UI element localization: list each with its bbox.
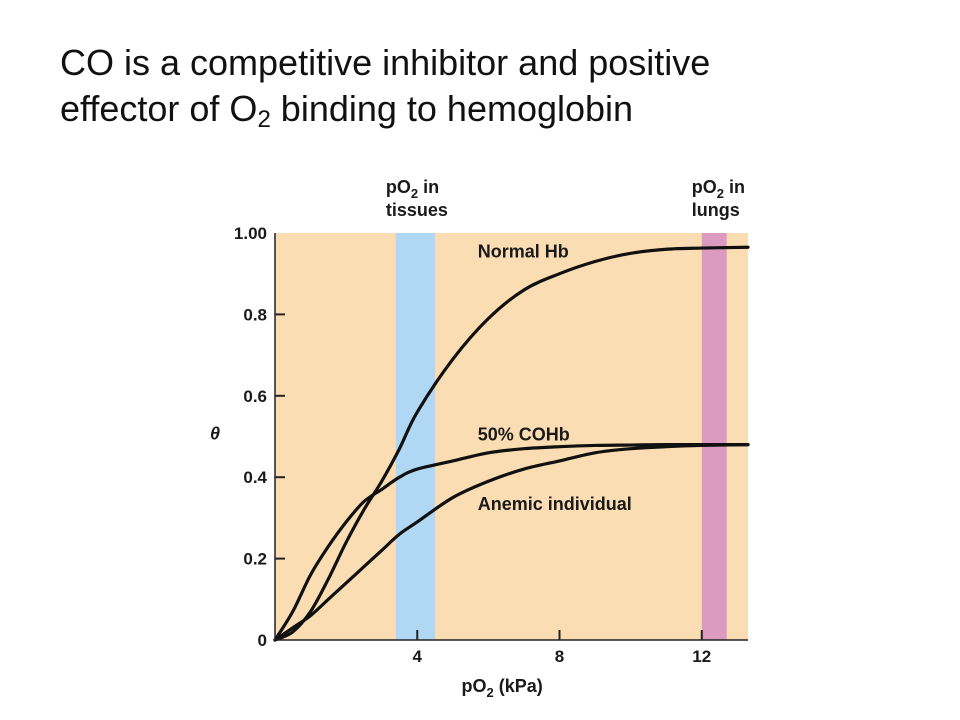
x-tick-label: 4 bbox=[413, 647, 423, 666]
y-tick-label: 0.4 bbox=[243, 468, 267, 487]
y-tick-label: 0.6 bbox=[243, 387, 267, 406]
band-label-tissues: pO2 in bbox=[386, 177, 439, 201]
curve-50-cohb bbox=[273, 443, 750, 642]
band-lungs bbox=[701, 233, 727, 640]
series-label-anemic-individual: Anemic individual bbox=[478, 494, 632, 514]
y-axis-title: θ bbox=[210, 424, 220, 444]
x-tick-label: 8 bbox=[555, 647, 564, 666]
x-tick-label: 12 bbox=[692, 647, 711, 666]
title-line-2-sub: 2 bbox=[257, 106, 271, 133]
band-label-lungs-line2: lungs bbox=[692, 200, 740, 220]
band-tissues bbox=[395, 233, 436, 640]
y-tick-label: 0 bbox=[258, 631, 267, 650]
slide-title: CO is a competitive inhibitor and positi… bbox=[60, 40, 940, 143]
band-label-tissues-line2: tissues bbox=[386, 200, 448, 220]
x-axis-title: pO2 (kPa) bbox=[462, 676, 543, 700]
title-line-2-suffix: binding to hemoglobin bbox=[270, 88, 634, 129]
band-label-lungs: pO2 in bbox=[692, 177, 745, 201]
plot-background bbox=[275, 233, 748, 640]
curve-anemic-individual bbox=[273, 443, 750, 642]
title-line-2-prefix: effector of O bbox=[60, 88, 258, 129]
y-tick-label: 1.00 bbox=[234, 224, 267, 243]
series-label-50-cohb: 50% COHb bbox=[478, 425, 570, 445]
title-line-1: CO is a competitive inhibitor and positi… bbox=[60, 42, 711, 83]
curve-normal-hb bbox=[273, 245, 750, 642]
y-tick-label: 0.8 bbox=[243, 305, 267, 324]
y-tick-label: 0.2 bbox=[243, 550, 267, 569]
series-label-normal-hb: Normal Hb bbox=[478, 241, 569, 261]
